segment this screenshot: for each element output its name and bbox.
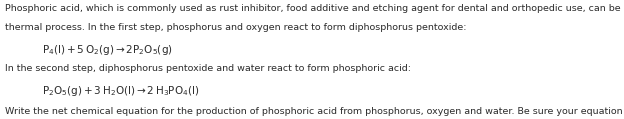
- Text: $\mathrm{P_2O_5(g)+3\,H_2O(l)\rightarrow 2\,H_3PO_4(l)}$: $\mathrm{P_2O_5(g)+3\,H_2O(l)\rightarrow…: [42, 84, 200, 98]
- Text: $\mathrm{P_4(l)+5\,O_2(g)\rightarrow 2P_2O_5(g)}$: $\mathrm{P_4(l)+5\,O_2(g)\rightarrow 2P_…: [42, 43, 173, 57]
- Text: In the second step, diphosphorus pentoxide and water react to form phosphoric ac: In the second step, diphosphorus pentoxi…: [5, 64, 411, 73]
- Text: thermal process. In the first step, phosphorus and oxygen react to form diphosph: thermal process. In the first step, phos…: [5, 23, 467, 32]
- Text: Write the net chemical equation for the production of phosphoric acid from phosp: Write the net chemical equation for the …: [5, 107, 624, 116]
- Text: Phosphoric acid, which is commonly used as rust inhibitor, food additive and etc: Phosphoric acid, which is commonly used …: [5, 4, 624, 13]
